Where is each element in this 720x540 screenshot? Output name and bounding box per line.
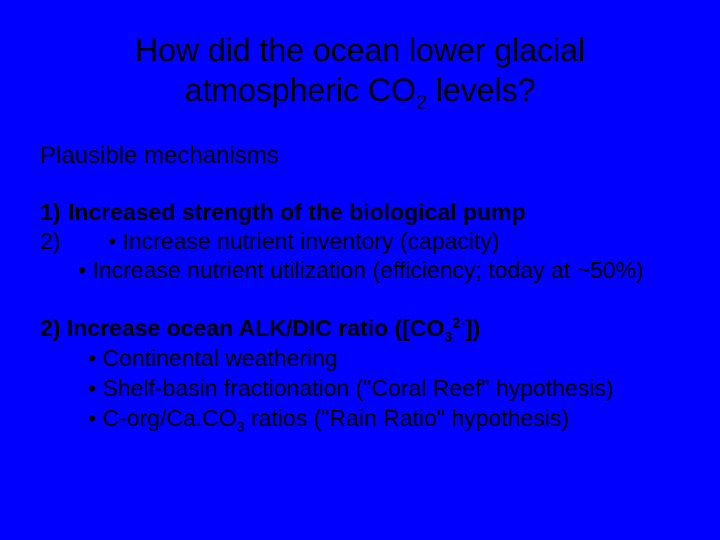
slide-title: How did the ocean lower glacial atmosphe…	[40, 30, 680, 110]
list-number-1: 1)	[40, 198, 68, 227]
section-2: 2) Increase ocean ALK/DIC ratio ([CO32-]…	[40, 314, 680, 434]
title-line-2b: levels?	[427, 72, 536, 108]
section-2-head-a: 2) Increase ocean ALK/DIC ratio ([CO	[40, 315, 444, 341]
section-2-bullet-b: • Shelf-basin fractionation ("Coral Reef…	[40, 374, 680, 404]
section-1-bullet-b: • Increase nutrient utilization (efficie…	[40, 256, 680, 285]
list-number-2: 2)	[40, 227, 68, 256]
section-2-bullet-c-sub: 3	[237, 420, 245, 436]
section-2-head-sup: 2-	[452, 316, 465, 332]
section-2-head-b: ])	[465, 315, 480, 341]
section-2-bullet-c: • C-org/Ca.CO3 ratios ("Rain Ratio" hypo…	[40, 404, 680, 434]
section-1-row-2: 2)• Increase nutrient inventory (capacit…	[40, 227, 680, 256]
section-1: 1)Increased strength of the biological p…	[40, 198, 680, 284]
section-1-head: 1)Increased strength of the biological p…	[40, 198, 680, 227]
title-line-1: How did the ocean lower glacial	[135, 32, 585, 68]
title-line-2a: atmospheric CO	[185, 72, 416, 108]
section-2-bullet-a: • Continental weathering	[40, 344, 680, 374]
subtitle: Plausible mechanisms	[40, 142, 680, 170]
section-2-bullet-c-a: • C-org/Ca.CO	[88, 405, 237, 431]
section-2-bullet-c-b: ratios ("Rain Ratio" hypothesis)	[245, 405, 569, 431]
section-2-head-sub: 3	[444, 330, 452, 346]
section-2-heading: 2) Increase ocean ALK/DIC ratio ([CO32-]…	[40, 314, 680, 344]
section-1-heading: Increased strength of the biological pum…	[68, 199, 526, 225]
title-sub: 2	[416, 91, 427, 113]
section-1-bullet-a: • Increase nutrient inventory (capacity)	[68, 227, 500, 256]
